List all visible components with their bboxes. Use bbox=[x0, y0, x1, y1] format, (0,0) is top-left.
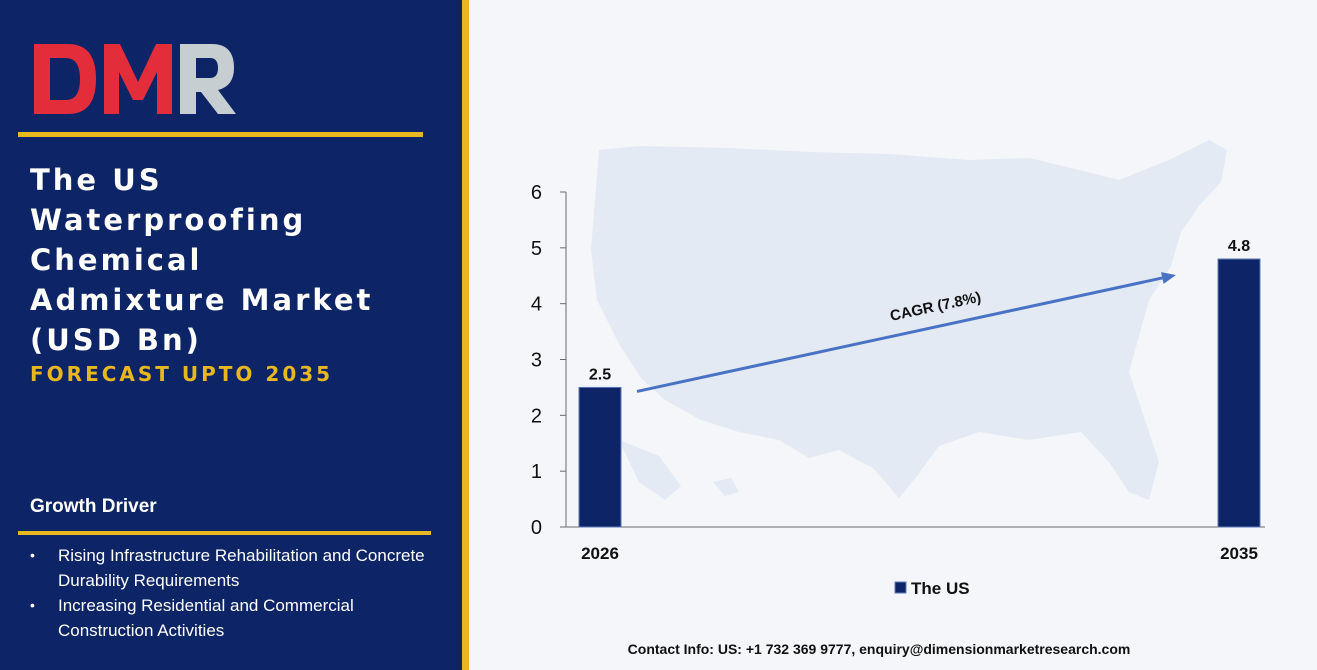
logo-letter-d bbox=[34, 44, 96, 114]
report-subtitle: FORECAST UPTO 2035 bbox=[30, 362, 334, 386]
legend-swatch bbox=[894, 581, 907, 594]
us-map-background bbox=[591, 140, 1227, 500]
y-tick-label: 4 bbox=[531, 294, 542, 316]
logo-letter-r bbox=[180, 44, 236, 114]
bar bbox=[578, 386, 622, 528]
y-tick-label: 2 bbox=[531, 405, 542, 427]
growth-driver-item: • Rising Infrastructure Rehabilitation a… bbox=[30, 543, 450, 593]
data-label: 4.8 bbox=[1228, 238, 1250, 255]
growth-driver-underline bbox=[18, 531, 431, 535]
legend-label: The US bbox=[911, 579, 970, 598]
dmr-logo bbox=[34, 44, 236, 114]
chart-area: 0 1 2 3 4 5 6 2026 2035 2.5 4.8 CAGR (7.8%) The US bbox=[469, 0, 1317, 670]
chart-axes: 0 1 2 3 4 5 6 2026 2035 bbox=[531, 182, 1265, 563]
title-line: Waterproofing bbox=[30, 203, 307, 237]
report-title: The US Waterproofing Chemical Admixture … bbox=[30, 160, 440, 386]
title-line: (USD Bn) bbox=[30, 323, 202, 357]
cagr-arrow-head bbox=[1161, 272, 1176, 284]
title-line: Admixture Market bbox=[30, 283, 374, 317]
title-line: Chemical bbox=[30, 243, 203, 277]
cagr-arrow-line bbox=[636, 276, 1163, 393]
left-panel: The US Waterproofing Chemical Admixture … bbox=[0, 0, 462, 670]
contact-info: Contact Info: US: +1 732 369 9777, enqui… bbox=[627, 641, 1131, 657]
growth-driver-text: Rising Infrastructure Rehabilitation and… bbox=[58, 546, 425, 590]
logo-underline bbox=[18, 132, 423, 137]
growth-driver-item: • Increasing Residential and Commercial … bbox=[30, 593, 450, 643]
gold-divider bbox=[462, 0, 469, 670]
x-tick-label: 2026 bbox=[581, 544, 619, 563]
y-tick-label: 3 bbox=[531, 350, 542, 372]
growth-driver-list: • Rising Infrastructure Rehabilitation a… bbox=[30, 543, 450, 643]
y-tick-label: 1 bbox=[531, 461, 542, 483]
chart-bars: 2.5 4.8 bbox=[578, 238, 1261, 528]
bullet-icon: • bbox=[30, 547, 35, 563]
x-tick-label: 2035 bbox=[1220, 544, 1258, 563]
bullet-icon: • bbox=[30, 597, 35, 613]
title-line: The US bbox=[30, 163, 163, 197]
y-tick-label: 5 bbox=[531, 238, 542, 260]
data-label: 2.5 bbox=[589, 366, 611, 383]
growth-driver-text: Increasing Residential and Commercial Co… bbox=[58, 596, 354, 640]
y-tick-label: 0 bbox=[531, 517, 542, 539]
y-tick-label: 6 bbox=[531, 182, 542, 204]
bar bbox=[1217, 258, 1261, 528]
growth-driver-heading: Growth Driver bbox=[30, 496, 157, 517]
logo-letter-m bbox=[104, 44, 172, 114]
